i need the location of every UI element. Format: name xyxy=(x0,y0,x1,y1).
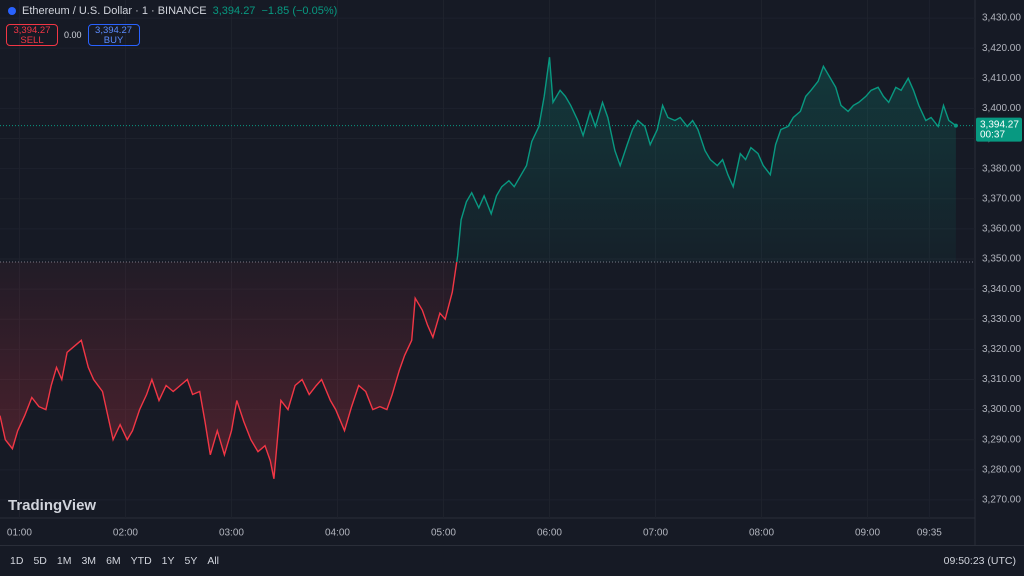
x-tick-label: 09:00 xyxy=(855,528,880,539)
range-button[interactable]: All xyxy=(207,555,220,567)
sell-price: 3,394.27 xyxy=(13,25,51,36)
x-tick-label: 04:00 xyxy=(325,528,350,539)
buy-button[interactable]: 3,394.27 BUY xyxy=(87,24,140,46)
toolbar: 1D 5D 1M 3M 6M YTD 1Y 5Y All 09:50:23 (UTC) xyxy=(0,545,1024,576)
area xyxy=(0,57,956,479)
y-tick-label: 3,330.00 xyxy=(982,314,1021,325)
symbol[interactable]: Ethereum / U.S. Dollar · 1 · BINANCE xyxy=(22,5,207,17)
y-tick-label: 3,430.00 xyxy=(982,13,1021,24)
range-button[interactable]: 6M xyxy=(106,555,121,567)
range-button[interactable]: 5Y xyxy=(184,555,198,567)
x-tick-label: 07:00 xyxy=(643,528,668,539)
countdown: 00:37 xyxy=(980,129,1005,140)
change: −1.85 (−0.05%) xyxy=(261,5,338,17)
y-tick-label: 3,340.00 xyxy=(982,284,1021,295)
last-price-label: 3,394.27 xyxy=(980,119,1019,130)
x-tick-label: 09:35 xyxy=(917,528,942,539)
y-tick-label: 3,400.00 xyxy=(982,103,1021,114)
y-tick-label: 3,270.00 xyxy=(982,495,1021,506)
x-tick-label: 02:00 xyxy=(113,528,138,539)
clock: 09:50:23 (UTC) xyxy=(943,555,1016,567)
y-tick-label: 3,290.00 xyxy=(982,434,1021,445)
range-button[interactable]: 1M xyxy=(56,555,72,567)
y-tick-label: 3,320.00 xyxy=(982,344,1021,355)
y-tick-label: 3,420.00 xyxy=(982,43,1021,54)
y-tick-label: 3,300.00 xyxy=(982,404,1021,415)
sell-button[interactable]: 3,394.27 SELL xyxy=(6,24,58,46)
chart: 3,270.00 3,280.00 3,290.00 3,300.00 3,310.00… xyxy=(0,0,1022,545)
logo: TradingView xyxy=(8,497,97,514)
range-button[interactable]: YTD xyxy=(130,555,152,567)
y-tick-label: 3,370.00 xyxy=(982,193,1021,204)
spread: 0.00 xyxy=(64,30,82,40)
y-tick-label: 3,310.00 xyxy=(982,374,1021,385)
buy-price: 3,394.27 xyxy=(95,25,133,36)
y-tick-label: 3,410.00 xyxy=(982,73,1021,84)
last-price-box xyxy=(976,117,1022,142)
sell-label: SELL xyxy=(20,35,44,46)
buy-label: BUY xyxy=(103,35,124,46)
y-tick-label: 3,350.00 xyxy=(982,254,1021,265)
y-tick-label: 3,360.00 xyxy=(982,224,1021,235)
trade-panel: 3,394.27 SELL 0.00 3,394.27 BUY xyxy=(6,24,140,46)
x-tick-label: 03:00 xyxy=(219,528,244,539)
symbol-icon xyxy=(8,7,16,15)
x-tick-label: 05:00 xyxy=(431,528,456,539)
y-tick-label: 3,380.00 xyxy=(982,163,1021,174)
range-button[interactable]: 1D xyxy=(10,555,24,567)
symbol-header: Ethereum / U.S. Dollar · 1 · BINANCE 3,3… xyxy=(8,5,337,17)
last-point xyxy=(953,123,958,128)
x-tick-label: 01:00 xyxy=(7,528,32,539)
price-line xyxy=(0,57,957,479)
y-tick-label: 3,280.00 xyxy=(982,464,1021,475)
range-button[interactable]: 5D xyxy=(33,555,47,567)
range-button[interactable]: 3M xyxy=(81,555,97,567)
price: 3,394.27 xyxy=(212,5,256,17)
range-button[interactable]: 1Y xyxy=(161,555,175,567)
x-tick-label: 06:00 xyxy=(537,528,562,539)
x-tick-label: 08:00 xyxy=(749,528,774,539)
